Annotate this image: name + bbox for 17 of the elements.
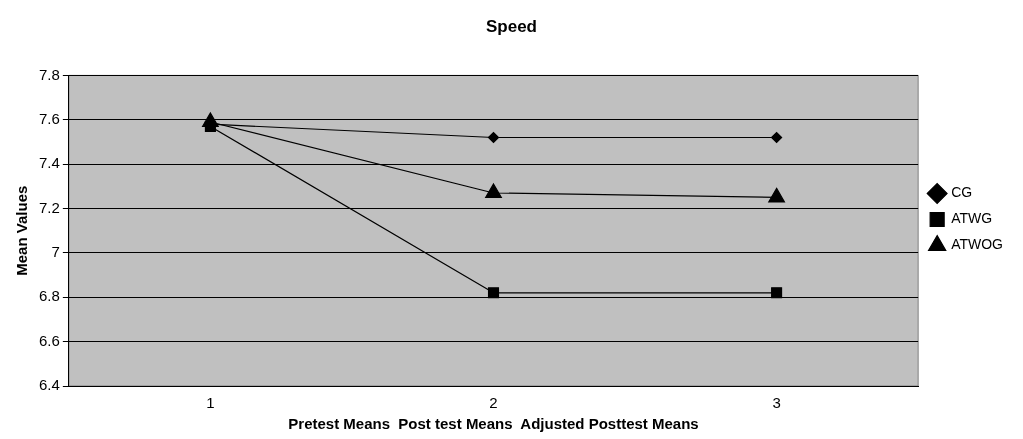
x-tick-label: 3: [772, 394, 781, 412]
x-axis-title: Pretest Means Post test Means Adjusted Posttest Means: [288, 415, 699, 433]
y-axis-title: Mean Values: [13, 185, 31, 276]
y-tick-label: 7.2: [38, 198, 60, 216]
x-tick-label: 2: [489, 394, 498, 412]
y-tick-label: 7: [51, 243, 60, 261]
y-tick-label: 7.8: [38, 65, 60, 83]
y-tick-label: 6.8: [38, 287, 60, 305]
y-tick-label: 6.6: [38, 331, 60, 349]
y-tick-label: 7.4: [38, 154, 60, 172]
y-tick-label: 7.6: [38, 109, 60, 127]
chart-title: Speed: [485, 16, 538, 36]
legend-label: CG: [951, 184, 973, 201]
x-tick-label: 1: [206, 394, 215, 412]
legend-label: ATWG: [951, 210, 993, 227]
legend-label: ATWOG: [951, 236, 1003, 253]
y-tick-label: 6.4: [38, 376, 60, 394]
